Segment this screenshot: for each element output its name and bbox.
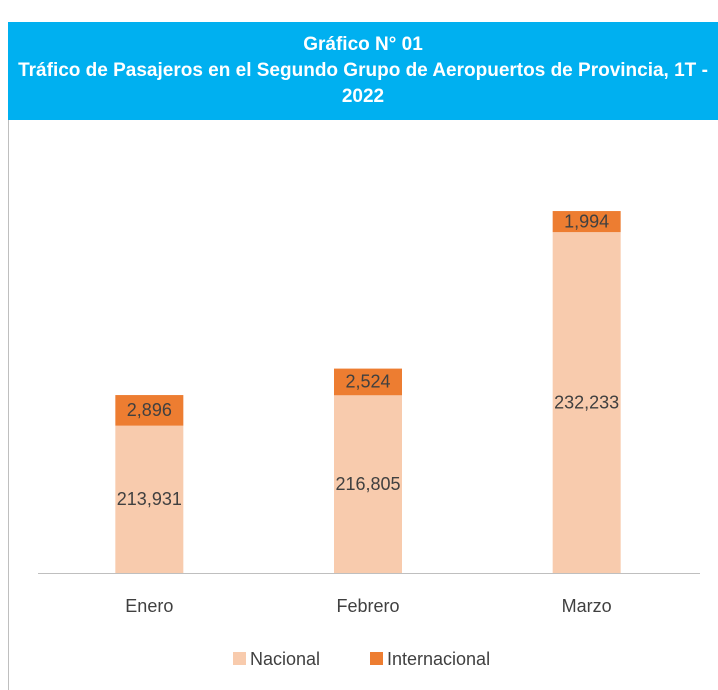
legend-swatch (233, 652, 246, 665)
x-tick-label: Enero (125, 596, 173, 616)
data-label: 1,994 (564, 211, 609, 231)
data-label: 213,931 (117, 489, 182, 509)
chart-subtitle: Tráfico de Pasajeros en el Segundo Grupo… (18, 60, 708, 107)
bar-segment (334, 368, 402, 396)
bar-segment (115, 425, 184, 573)
legend-label: Internacional (387, 649, 490, 669)
data-label: 232,233 (554, 392, 619, 412)
header: Gráfico N° 01 Tráfico de Pasajeros en el… (8, 22, 718, 120)
data-label: 2,896 (127, 400, 172, 420)
legend-swatch (370, 652, 383, 665)
bar-segment (334, 395, 402, 573)
legend-label: Nacional (250, 649, 320, 669)
x-tick-label: Marzo (562, 596, 612, 616)
chart-title: Gráfico N° 01 (303, 34, 423, 55)
x-tick-label: Febrero (336, 596, 399, 616)
data-label: 2,524 (345, 372, 390, 392)
bar-segment (115, 395, 184, 426)
bar-segment (552, 232, 621, 573)
bar-segment (552, 211, 621, 233)
data-label: 216,805 (335, 474, 400, 494)
